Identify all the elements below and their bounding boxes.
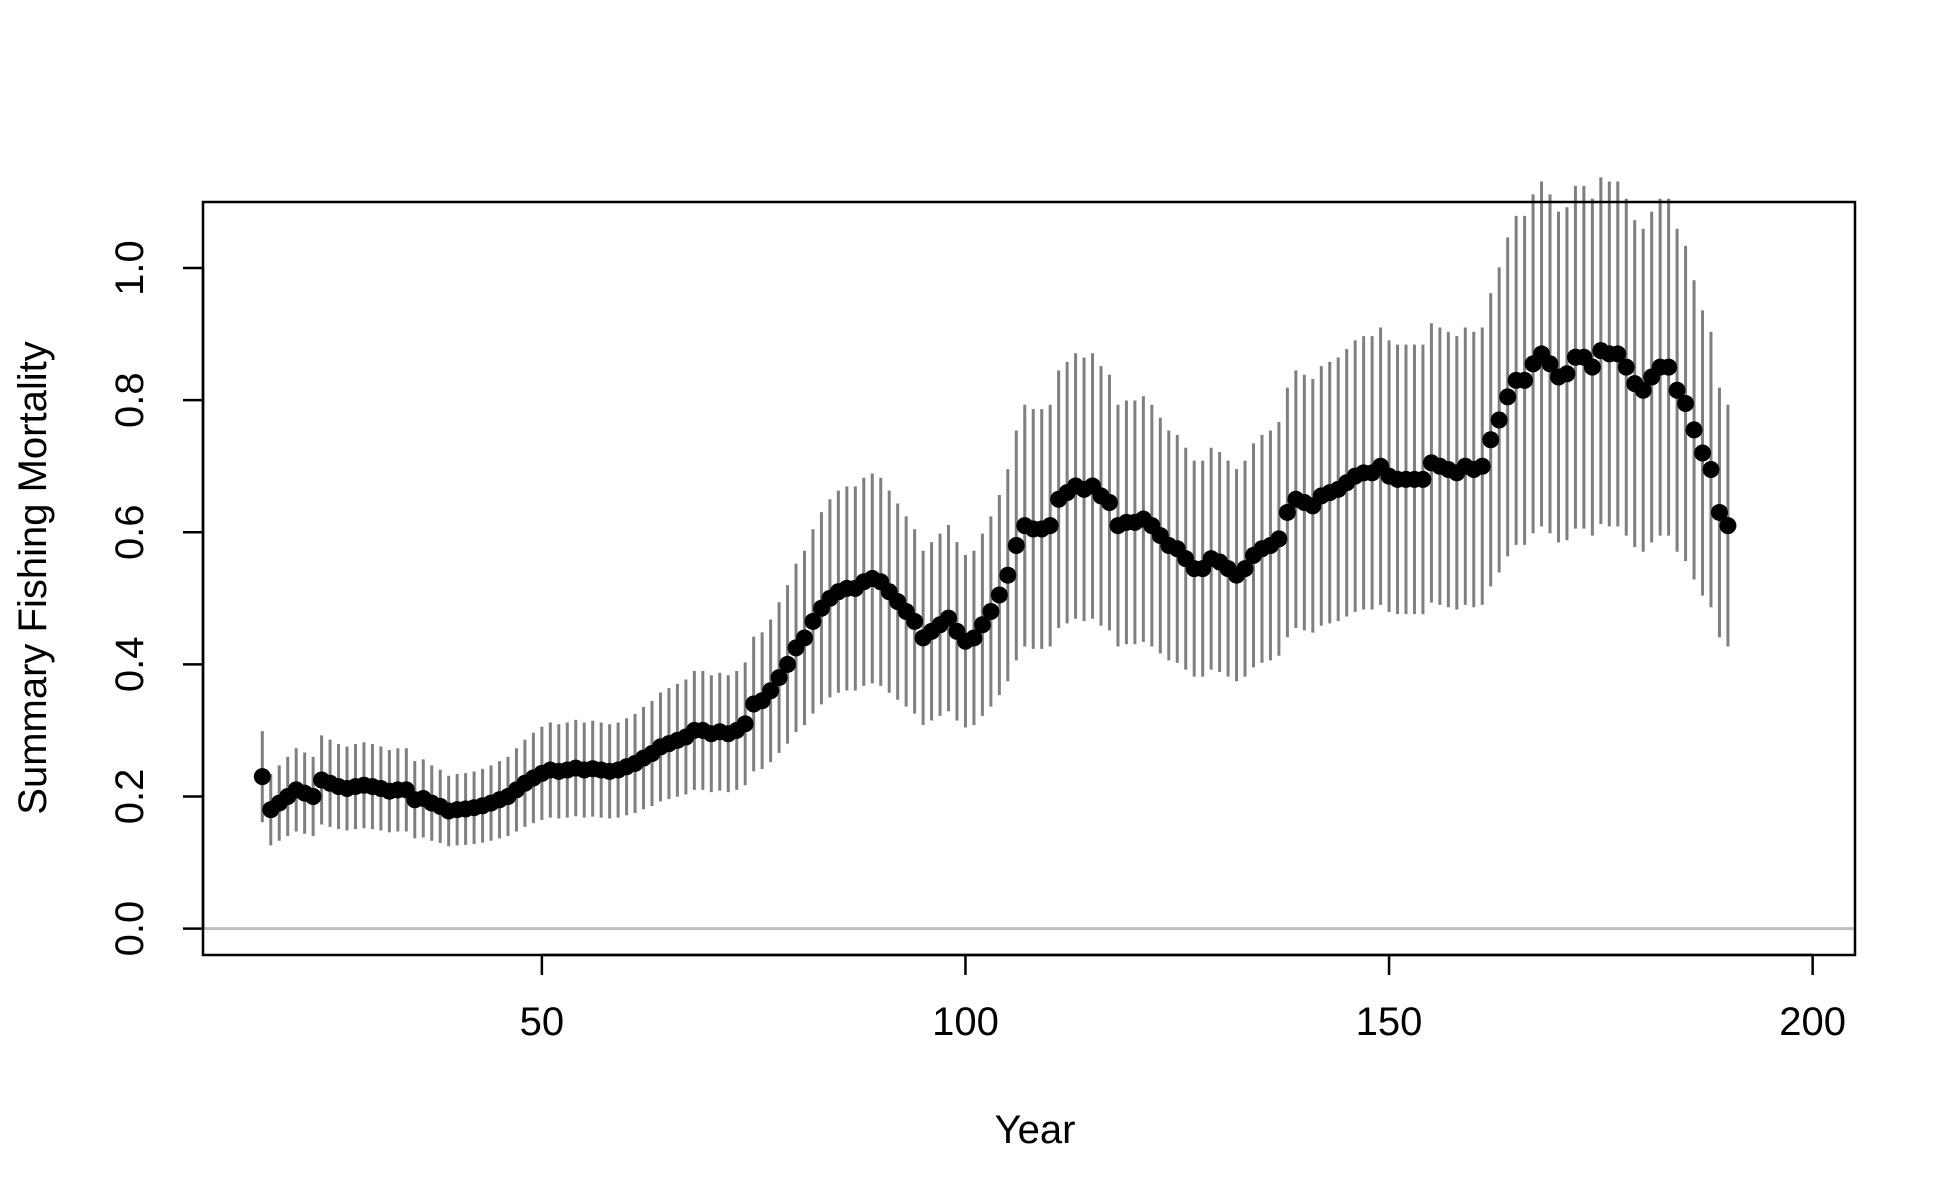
- data-point: [253, 768, 271, 786]
- data-point: [1702, 461, 1720, 479]
- data-point: [999, 566, 1017, 584]
- data-point: [1473, 457, 1491, 475]
- error-bar-layer: [260, 177, 1730, 847]
- y-tick-label: 1.0: [108, 240, 152, 296]
- y-tick-label: 0.6: [108, 504, 152, 560]
- y-tick-label: 0.4: [108, 637, 152, 693]
- data-point: [1007, 536, 1025, 554]
- data-point: [779, 655, 797, 673]
- data-point-layer: [253, 342, 1737, 820]
- data-point: [990, 586, 1008, 604]
- y-axis: 0.0 0.2 0.4 0.6 0.8 1.0: [108, 240, 205, 957]
- data-point: [804, 612, 822, 630]
- data-point: [1677, 394, 1695, 412]
- x-tick-label: 150: [1356, 1000, 1423, 1044]
- data-point: [1482, 431, 1500, 449]
- data-point: [762, 682, 780, 700]
- data-point: [1541, 355, 1559, 373]
- data-point: [1660, 358, 1678, 376]
- data-point: [1558, 365, 1576, 383]
- data-point: [1609, 345, 1627, 363]
- data-point: [1516, 371, 1534, 389]
- data-point: [1414, 470, 1432, 488]
- data-point: [1490, 411, 1508, 429]
- data-point: [940, 609, 958, 627]
- data-point: [795, 629, 813, 647]
- x-axis-label: Year: [995, 1108, 1076, 1152]
- x-tick-label: 50: [520, 1000, 565, 1044]
- data-point: [906, 612, 924, 630]
- x-tick-label: 100: [932, 1000, 999, 1044]
- data-point: [1041, 517, 1059, 535]
- data-point: [770, 669, 788, 687]
- y-tick-label: 0.0: [108, 901, 152, 957]
- data-point: [1719, 517, 1737, 535]
- data-point: [1634, 381, 1652, 399]
- y-axis-label: Summary Fishing Mortality: [11, 341, 55, 814]
- data-point: [1668, 381, 1686, 399]
- data-point: [1710, 503, 1728, 521]
- data-point: [736, 715, 754, 733]
- x-tick-label: 200: [1779, 1000, 1846, 1044]
- data-point: [1583, 358, 1601, 376]
- data-point: [973, 616, 991, 634]
- data-point: [1499, 388, 1517, 406]
- data-point: [1617, 358, 1635, 376]
- data-point: [1270, 530, 1288, 548]
- y-tick-label: 0.8: [108, 372, 152, 428]
- data-point: [1278, 503, 1296, 521]
- x-axis: 50 100 150 200: [520, 953, 1846, 1044]
- data-point: [1694, 444, 1712, 462]
- data-point: [1100, 494, 1118, 512]
- data-point: [304, 787, 322, 805]
- data-point: [982, 603, 1000, 621]
- data-point: [965, 629, 983, 647]
- plot-frame: [201, 200, 1857, 957]
- data-point: [1236, 560, 1254, 578]
- y-tick-label: 0.2: [108, 769, 152, 825]
- data-point: [1685, 421, 1703, 439]
